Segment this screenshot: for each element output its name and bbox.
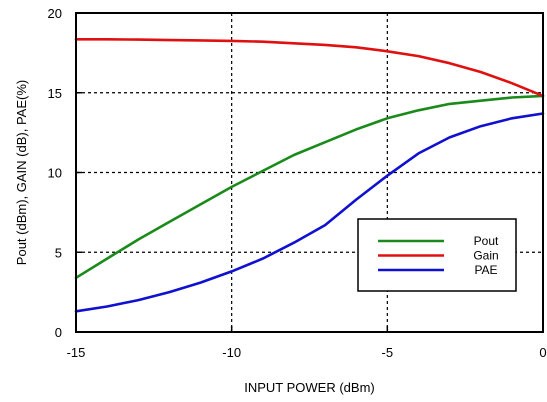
- legend-label-pae: PAE: [474, 263, 497, 277]
- x-tick-label: -15: [67, 345, 86, 360]
- series-line-gain: [74, 37, 545, 98]
- y-axis-title: Pout (dBm), GAIN (dB), PAE(%): [14, 80, 29, 265]
- x-tick-label: 0: [539, 345, 546, 360]
- legend-label-gain: Gain: [473, 249, 498, 263]
- y-tick-label: 15: [48, 86, 62, 101]
- x-axis-title: INPUT POWER (dBm): [244, 380, 375, 395]
- y-tick-label: 0: [55, 325, 62, 340]
- series-lines: [74, 37, 545, 313]
- x-tick-label: -10: [222, 345, 241, 360]
- y-tick-label: 20: [48, 6, 62, 21]
- series-line-pae: [74, 112, 545, 313]
- axis-ticks: -15 -10 -5 0 0 5 10 15 20: [48, 6, 547, 360]
- y-tick-label: 10: [48, 166, 62, 181]
- y-tick-label: 5: [55, 245, 62, 260]
- x-tick-label: -5: [382, 345, 394, 360]
- legend-label-pout: Pout: [474, 234, 499, 248]
- series-line-pout: [74, 94, 545, 280]
